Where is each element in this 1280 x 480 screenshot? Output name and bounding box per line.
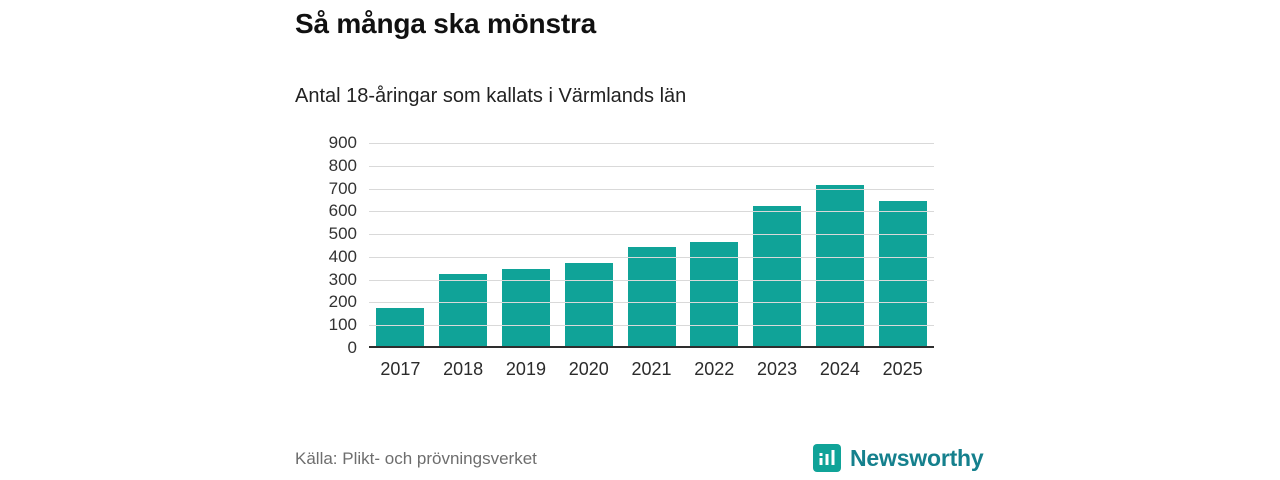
bar-slot: 2024 xyxy=(808,143,871,379)
bar-2020 xyxy=(564,262,613,346)
y-tick-label: 600 xyxy=(328,201,357,221)
source-text: Källa: Plikt- och prövningsverket xyxy=(295,449,537,468)
newsworthy-logo: Newsworthy xyxy=(813,444,984,472)
x-tick-label: 2017 xyxy=(380,359,421,379)
x-tick-label: 2024 xyxy=(819,359,860,379)
y-axis: 0 100 200 300 400 500 600 700 800 900 xyxy=(295,133,357,357)
gridline xyxy=(369,256,934,258)
x-tick-label: 2019 xyxy=(505,359,546,379)
logo-wordmark: Newsworthy xyxy=(850,444,984,471)
x-tick-label: 2023 xyxy=(757,359,798,379)
gridline xyxy=(369,143,934,144)
bar-slot: 2017 xyxy=(369,143,432,379)
bars-container: 2017 2018 2019 2020 2021 2022 2023 2024 2025 xyxy=(369,143,934,379)
gridline xyxy=(369,302,934,304)
y-tick-label: 400 xyxy=(328,246,357,266)
gridline xyxy=(369,188,934,190)
y-tick-label: 800 xyxy=(328,155,357,175)
chart-title: Så många ska mönstra xyxy=(295,8,597,39)
y-tick-label: 0 xyxy=(347,338,357,357)
bar-slot: 2020 xyxy=(557,143,620,379)
y-tick-label: 500 xyxy=(328,224,357,244)
gridline xyxy=(369,165,934,167)
gridline xyxy=(369,234,934,236)
bar-2018 xyxy=(439,274,488,346)
gridline xyxy=(369,279,934,281)
y-tick-label: 100 xyxy=(328,315,357,335)
gridline xyxy=(369,211,934,213)
bar-slot: 2018 xyxy=(432,143,495,379)
bar-2021 xyxy=(627,246,676,346)
x-tick-label: 2021 xyxy=(631,359,672,379)
y-tick-label: 700 xyxy=(328,178,357,198)
plot-area: 2017 2018 2019 2020 2021 2022 2023 2024 2025 xyxy=(369,143,934,379)
bar-slot: 2022 xyxy=(683,143,746,379)
y-tick-label: 300 xyxy=(328,269,357,289)
bar-2025 xyxy=(878,201,927,346)
bar-2017 xyxy=(376,308,425,346)
y-tick-label: 200 xyxy=(328,292,357,312)
bar-chart: 0 100 200 300 400 500 600 700 800 900 2017 2018 201… xyxy=(295,133,945,388)
x-tick-label: 2018 xyxy=(443,359,484,379)
bar-2023 xyxy=(753,205,802,346)
chart-subtitle: Antal 18-åringar som kallats i Värmlands… xyxy=(295,85,687,107)
y-tick-label: 900 xyxy=(328,133,357,152)
bar-2019 xyxy=(501,268,550,346)
x-tick-label: 2020 xyxy=(568,359,609,379)
bar-slot: 2023 xyxy=(746,143,809,379)
bar-slot: 2025 xyxy=(871,143,934,379)
bar-2022 xyxy=(690,242,739,346)
bar-chart-icon xyxy=(813,444,841,472)
x-tick-label: 2022 xyxy=(694,359,735,379)
gridline xyxy=(369,325,934,327)
x-tick-label: 2025 xyxy=(882,359,923,379)
bar-2024 xyxy=(815,185,864,346)
bar-slot: 2021 xyxy=(620,143,683,379)
bar-slot: 2019 xyxy=(495,143,558,379)
